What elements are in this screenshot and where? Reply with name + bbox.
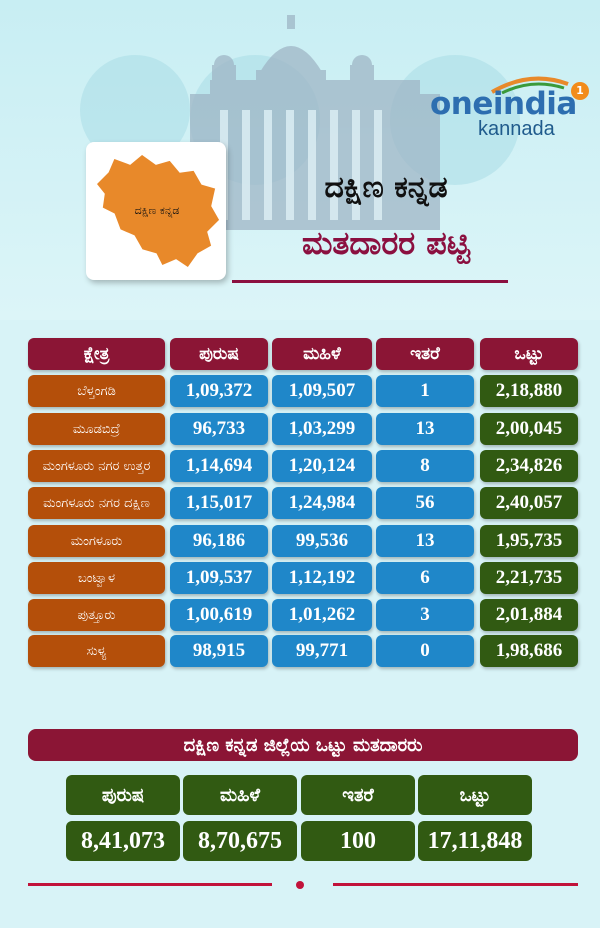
summary-header-cell: ಇತರೆ <box>301 775 415 815</box>
summary-value-cell: 100 <box>301 821 415 861</box>
table-cell: 1,14,694 <box>170 450 268 482</box>
map-label: ದಕ್ಷಿಣ ಕನ್ನಡ <box>134 204 180 217</box>
table-cell: 1,98,686 <box>480 635 578 667</box>
logo-main-text: oneindia <box>430 86 577 122</box>
table-cell: 1,15,017 <box>170 487 268 519</box>
divider-dot <box>296 881 304 889</box>
vidhana-soudha-illustration <box>190 15 440 230</box>
table-cell: 99,771 <box>272 635 372 667</box>
constituency-name: ಮಂಗಳೂರು <box>28 525 165 557</box>
summary-value-cell: 17,11,848 <box>418 821 532 861</box>
table-cell: 1,95,735 <box>480 525 578 557</box>
divider-left <box>28 883 272 886</box>
table-header-cell: ಇತರೆ <box>376 338 474 370</box>
table-cell: 1 <box>376 375 474 407</box>
table-header-cell: ಕ್ಷೇತ್ರ <box>28 338 165 370</box>
table-cell: 8 <box>376 450 474 482</box>
table-header-cell: ಮಹಿಳೆ <box>272 338 372 370</box>
table-cell: 6 <box>376 562 474 594</box>
table-cell: 2,21,735 <box>480 562 578 594</box>
district-map-card: ದಕ್ಷಿಣ ಕನ್ನಡ <box>86 142 226 280</box>
dakshina-kannada-map-icon <box>94 153 221 270</box>
table-cell: 2,00,045 <box>480 413 578 445</box>
summary-value-cell: 8,70,675 <box>183 821 297 861</box>
table-cell: 0 <box>376 635 474 667</box>
constituency-name: ಮಂಗಳೂರು ನಗರ ದಕ್ಷಿಣ <box>28 487 165 519</box>
summary-value-cell: 8,41,073 <box>66 821 180 861</box>
table-cell: 1,12,192 <box>272 562 372 594</box>
title-underline <box>232 280 508 283</box>
table-cell: 1,01,262 <box>272 599 372 631</box>
logo-swoosh-icon <box>490 76 569 94</box>
summary-header-cell: ಪುರುಷ <box>66 775 180 815</box>
page-title: ದಕ್ಷಿಣ ಕನ್ನಡ <box>324 170 448 205</box>
table-cell: 1,00,619 <box>170 599 268 631</box>
constituency-name: ಮಂಗಳೂರು ನಗರ ಉತ್ತರ <box>28 450 165 482</box>
divider-right <box>333 883 578 886</box>
table-cell: 13 <box>376 413 474 445</box>
table-cell: 96,186 <box>170 525 268 557</box>
table-cell: 99,536 <box>272 525 372 557</box>
table-cell: 1,09,537 <box>170 562 268 594</box>
table-cell: 56 <box>376 487 474 519</box>
table-cell: 1,09,372 <box>170 375 268 407</box>
summary-header-cell: ಮಹಿಳೆ <box>183 775 297 815</box>
table-cell: 1,09,507 <box>272 375 372 407</box>
table-cell: 98,915 <box>170 635 268 667</box>
table-header-cell: ಪುರುಷ <box>170 338 268 370</box>
logo-badge: 1 <box>571 82 589 100</box>
logo-sub-text: kannada <box>478 118 555 140</box>
constituency-name: ಸುಳ್ಯ <box>28 635 165 667</box>
table-cell: 1,24,984 <box>272 487 372 519</box>
table-cell: 96,733 <box>170 413 268 445</box>
summary-banner: ದಕ್ಷಿಣ ಕನ್ನಡ ಜಿಲ್ಲೆಯ ಒಟ್ಟು ಮತದಾರರು <box>28 729 578 761</box>
constituency-name: ಮೂಡಬಿದ್ರೆ <box>28 413 165 445</box>
constituency-name: ಬಂಟ್ವಾಳ <box>28 562 165 594</box>
constituency-name: ಬೆಳ್ತಂಗಡಿ <box>28 375 165 407</box>
table-header-cell: ಒಟ್ಟು <box>480 338 578 370</box>
table-cell: 2,01,884 <box>480 599 578 631</box>
constituency-name: ಪುತ್ತೂರು <box>28 599 165 631</box>
table-cell: 2,40,057 <box>480 487 578 519</box>
table-cell: 1,20,124 <box>272 450 372 482</box>
table-cell: 13 <box>376 525 474 557</box>
page-subtitle: ಮತದಾರರ ಪಟ್ಟಿ <box>301 224 471 262</box>
table-cell: 1,03,299 <box>272 413 372 445</box>
oneindia-kannada-logo: oneindia kannada 1 <box>430 76 590 140</box>
summary-header-cell: ಒಟ್ಟು <box>418 775 532 815</box>
table-cell: 3 <box>376 599 474 631</box>
table-cell: 2,34,826 <box>480 450 578 482</box>
table-cell: 2,18,880 <box>480 375 578 407</box>
